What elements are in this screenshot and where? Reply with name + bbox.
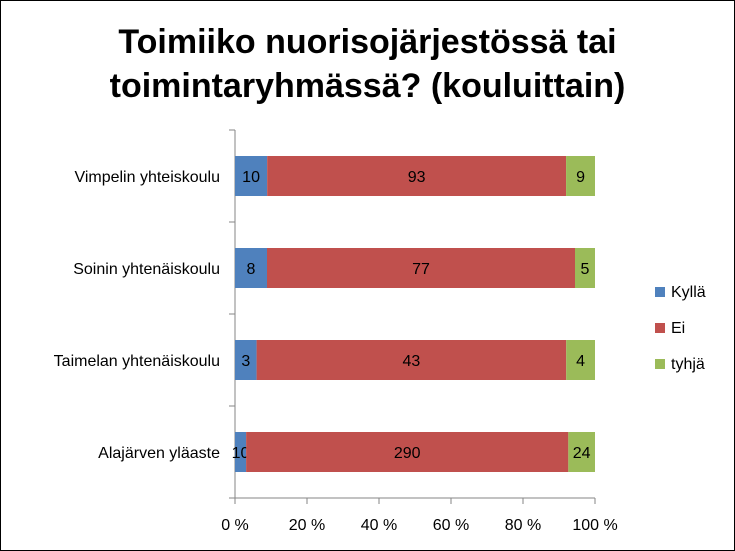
category-label-soinin-yhten-iskoulu: Soinin yhtenäiskoulu bbox=[73, 261, 220, 278]
x-tick-label: 20 % bbox=[289, 517, 325, 534]
bar-segment-tyhj bbox=[568, 432, 595, 472]
data-label-ei: 77 bbox=[412, 261, 430, 278]
bar-segment-tyhj bbox=[566, 156, 595, 196]
data-label-tyhj: 5 bbox=[581, 261, 590, 278]
bar-segment-tyhj bbox=[566, 340, 595, 380]
chart-title: Toimiiko nuorisojärjestössä tai toiminta… bbox=[0, 20, 735, 108]
data-label-tyhj: 24 bbox=[573, 445, 591, 462]
data-label-ei: 93 bbox=[408, 169, 426, 186]
data-label-ei: 290 bbox=[394, 445, 421, 462]
category-label-alaj-rven-yl-aste: Alajärven yläaste bbox=[98, 445, 220, 462]
data-label-tyhj: 4 bbox=[576, 353, 585, 370]
x-tick-label: 80 % bbox=[505, 517, 541, 534]
legend-label-tyhj: tyhjä bbox=[671, 356, 705, 373]
x-tick-label: 0 % bbox=[221, 517, 249, 534]
x-tick-label: 60 % bbox=[433, 517, 469, 534]
bar-segment-ei bbox=[246, 432, 569, 472]
category-label-taimelan-yhten-iskoulu: Taimelan yhtenäiskoulu bbox=[54, 353, 220, 370]
legend-swatch-kyll bbox=[655, 287, 665, 297]
data-label-kyll: 8 bbox=[247, 261, 256, 278]
bar-segment-kyll bbox=[235, 248, 267, 288]
data-label-ei: 43 bbox=[403, 353, 421, 370]
bar-segment-ei bbox=[267, 156, 567, 196]
bar-segment-kyll bbox=[235, 156, 268, 196]
bar-segment-kyll bbox=[235, 340, 257, 380]
data-label-kyll: 3 bbox=[241, 353, 250, 370]
bar-segment-tyhj bbox=[575, 248, 595, 288]
bar-segment-kyll bbox=[235, 432, 247, 472]
category-label-vimpelin-yhteiskoulu: Vimpelin yhteiskoulu bbox=[74, 169, 220, 186]
legend-swatch-tyhj bbox=[655, 359, 665, 369]
x-tick-label: 100 % bbox=[572, 517, 617, 534]
data-label-kyll: 10 bbox=[232, 445, 250, 462]
chart-title-line-1: Toimiiko nuorisojärjestössä tai bbox=[118, 23, 617, 61]
data-label-tyhj: 9 bbox=[576, 169, 585, 186]
legend-swatch-ei bbox=[655, 323, 665, 333]
bar-segment-ei bbox=[256, 340, 567, 380]
bar-segment-ei bbox=[267, 248, 575, 288]
data-label-kyll: 10 bbox=[242, 169, 260, 186]
chart-title-line-2: toimintaryhmässä? (kouluittain) bbox=[109, 67, 626, 105]
x-tick-label: 40 % bbox=[361, 517, 397, 534]
legend-label-ei: Ei bbox=[671, 320, 685, 337]
legend-label-kyll: Kyllä bbox=[671, 284, 706, 301]
